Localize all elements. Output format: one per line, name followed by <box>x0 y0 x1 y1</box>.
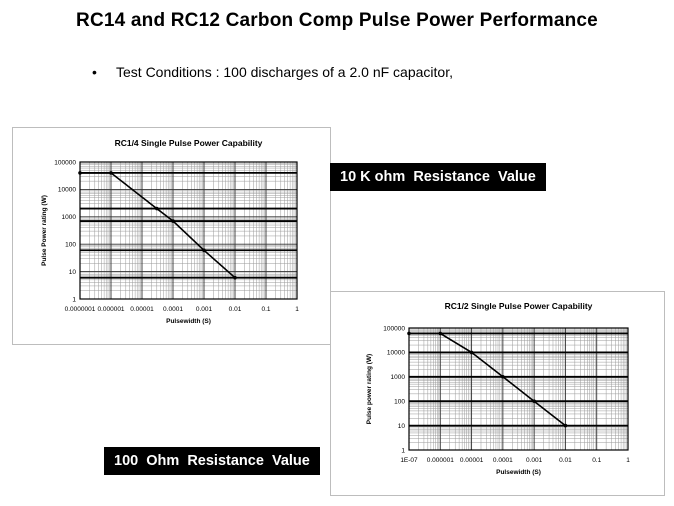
chart1-x-tick-label: 0.00001 <box>130 306 154 313</box>
chart2-title: RC1/2 Single Pulse Power Capability <box>445 301 593 311</box>
chart2-data-point <box>438 331 443 336</box>
chart1-plot-frame <box>79 161 298 300</box>
bullet-marker: • <box>92 64 97 80</box>
chart1-x-tick-label: 0.001 <box>196 306 213 313</box>
chart2-data-point <box>469 350 474 355</box>
chart1-y-tick-label: 100 <box>65 242 76 249</box>
chart2-x-tick-label: 0.1 <box>592 457 601 464</box>
chart1-y-tick-label: 100000 <box>54 159 76 166</box>
chart2-data-point <box>563 423 568 428</box>
chart2-x-tick-label: 1E-07 <box>400 457 418 464</box>
rc14-pulse-power-chart: 0.0000001 0.000001 0.00001 0.0001 0.001 0.01 0… <box>12 127 331 345</box>
chart1-y-tick-label: 1 <box>72 296 76 303</box>
chart1-title: RC1/4 Single Pulse Power Capability <box>115 138 263 148</box>
chart1-x-tick-label: 0.01 <box>229 306 242 313</box>
chart1-data-point <box>154 206 159 211</box>
chart2-x-tick-label: 0.00001 <box>460 457 484 464</box>
chart1-y-tick-label: 1000 <box>62 214 77 221</box>
chart1-data-point <box>202 248 206 253</box>
chart2-y-tick-label: 10000 <box>387 350 405 357</box>
slide-title: RC14 and RC12 Carbon Comp Pulse Power Pe… <box>76 10 598 31</box>
test-conditions-bullet: • Test Conditions : 100 discharges of a 2… <box>92 64 453 80</box>
rc14-chart-svg: 0.0000001 0.000001 0.00001 0.0001 0.001 0.01 0… <box>41 138 299 325</box>
chart1-data-point <box>109 171 113 175</box>
chart2-x-tick-label: 1 <box>626 457 630 464</box>
chart2-data-point <box>501 375 505 379</box>
chart1-data-point <box>233 275 237 280</box>
chart1-y-tick-label: 10000 <box>58 187 76 194</box>
chart2-y-axis-label: Pulse power rating (W) <box>366 354 373 424</box>
chart1-series-line <box>80 172 236 279</box>
chart2-plot-frame <box>408 327 629 451</box>
chart1-x-tick-label: 0.0001 <box>163 306 183 313</box>
chart1-x-tick-label: 0.0000001 <box>65 306 96 313</box>
chart2-x-axis-label: Pulsewidth (S) <box>496 469 541 476</box>
chart1-data-point <box>171 219 175 223</box>
chart1-x-tick-label: 1 <box>295 306 299 313</box>
chart2-y-tick-label: 100 <box>394 399 405 406</box>
chart2-y-tick-label: 10 <box>398 423 406 430</box>
chart2-data-point <box>407 331 411 336</box>
resistance-label-100: 100 Ohm Resistance Value <box>104 447 320 475</box>
chart2-y-tick-label: 1 <box>401 447 405 454</box>
chart2-data-point <box>532 399 536 403</box>
rc12-pulse-power-chart: 1E-07 0.000001 0.00001 0.0001 0.001 0.01 0.1 1 1… <box>330 291 665 496</box>
chart2-y-tick-label: 100000 <box>383 325 405 332</box>
chart2-x-tick-label: 0.01 <box>559 457 572 464</box>
chart1-x-tick-label: 0.1 <box>261 306 270 313</box>
test-conditions-text: Test Conditions : 100 discharges of a 2.… <box>116 64 453 80</box>
chart2-series-line <box>409 332 566 427</box>
chart2-x-tick-label: 0.001 <box>526 457 543 464</box>
chart1-x-axis-label: Pulsewidth (S) <box>166 318 211 325</box>
resistance-label-10k: 10 K ohm Resistance Value <box>330 163 546 191</box>
chart1-y-axis-label: Pulse Power rating (W) <box>41 195 48 266</box>
chart2-y-tick-label: 1000 <box>391 374 406 381</box>
chart2-x-tick-label: 0.0001 <box>493 457 513 464</box>
chart1-data-point <box>78 171 82 175</box>
chart1-x-tick-label: 0.000001 <box>97 306 124 313</box>
rc12-chart-svg: 1E-07 0.000001 0.00001 0.0001 0.001 0.01 0.1 1 1… <box>366 301 630 476</box>
chart2-x-tick-label: 0.000001 <box>427 457 454 464</box>
chart1-y-tick-label: 10 <box>69 269 77 276</box>
